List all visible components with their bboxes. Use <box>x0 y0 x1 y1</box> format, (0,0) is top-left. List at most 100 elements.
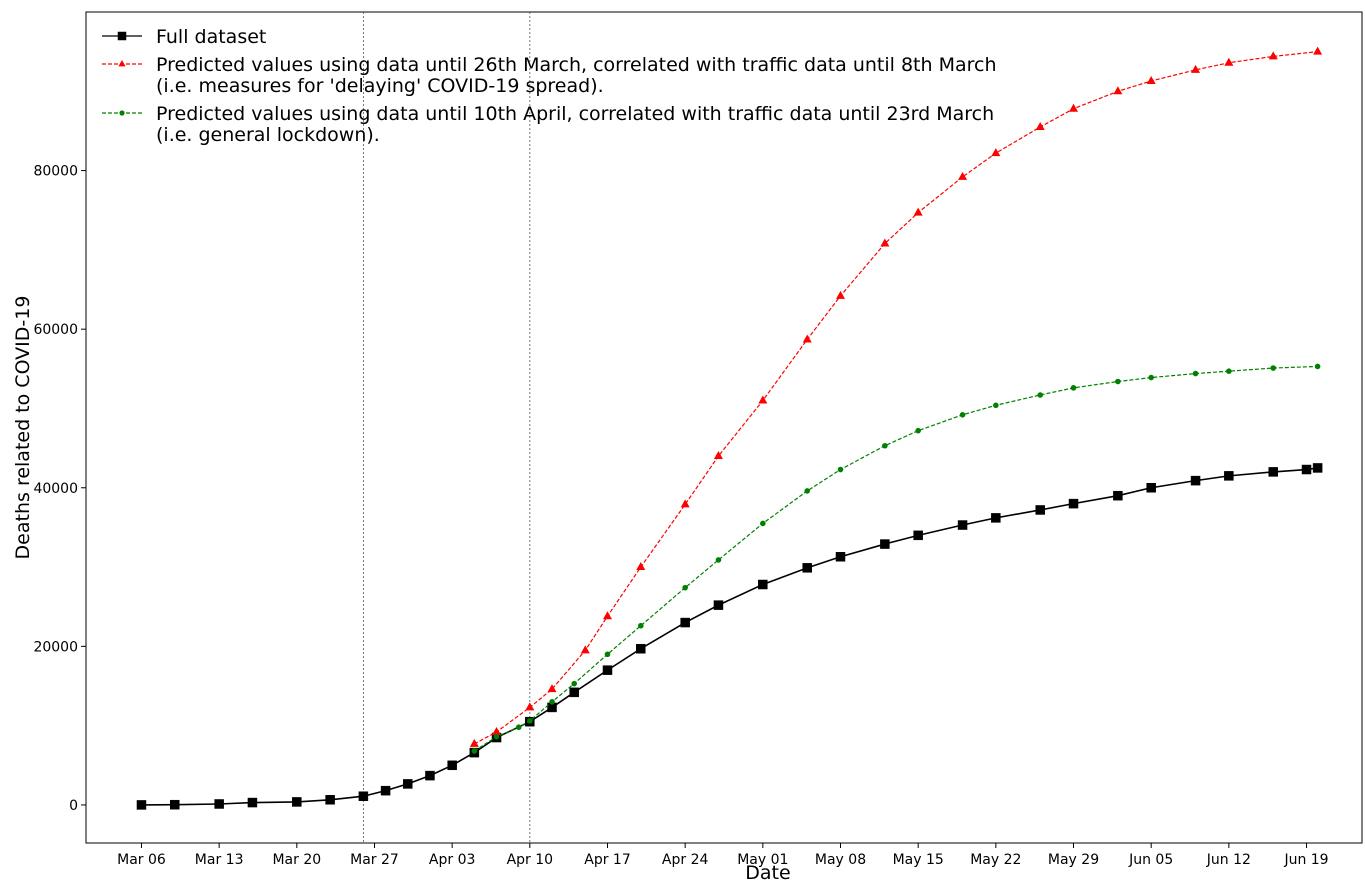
data-point <box>1035 121 1045 130</box>
y-tick-label: 80000 <box>33 164 78 180</box>
data-point <box>136 800 147 810</box>
data-point <box>1191 64 1201 73</box>
legend: Full dataset Predicted values using data … <box>102 26 997 146</box>
data-point <box>1301 464 1312 475</box>
data-point <box>1146 483 1156 493</box>
data-point <box>915 427 921 434</box>
x-tick-label: Mar 27 <box>350 852 399 868</box>
data-point <box>991 148 1001 157</box>
x-tick-label: Jun 12 <box>1206 852 1251 868</box>
data-point <box>835 551 846 562</box>
series-line-prediction-10-april <box>474 365 1318 752</box>
x-tick-label: Jun 19 <box>1283 852 1328 868</box>
legend-marker-prediction-10-april <box>119 110 125 116</box>
data-point <box>682 584 688 591</box>
data-point <box>469 738 479 747</box>
data-point <box>515 724 522 731</box>
data-point <box>758 395 768 404</box>
data-point <box>580 645 590 654</box>
data-point <box>325 795 335 805</box>
x-tick-label: Apr 17 <box>584 852 630 868</box>
data-point <box>680 617 690 628</box>
y-tick-label: 20000 <box>33 639 78 655</box>
legend-label-prediction-26-march: Predicted values using data until 26th M… <box>156 54 997 97</box>
data-point <box>1037 392 1044 398</box>
x-tick-label: Mar 20 <box>272 852 321 868</box>
y-tick-label: 0 <box>69 798 78 814</box>
data-point <box>758 579 768 590</box>
data-point <box>1224 57 1234 66</box>
data-point <box>1270 365 1277 371</box>
series-prediction-10-april <box>471 363 1321 754</box>
data-point <box>993 402 999 409</box>
data-point <box>525 702 535 711</box>
data-point <box>1115 378 1121 385</box>
data-point <box>715 557 722 563</box>
data-point <box>804 488 811 494</box>
data-point <box>380 785 391 796</box>
data-point <box>959 412 966 418</box>
data-point <box>1190 475 1201 486</box>
data-point <box>602 665 613 675</box>
plot-frame <box>85 11 1363 844</box>
data-point <box>713 600 724 610</box>
data-point <box>1314 363 1321 370</box>
legend-label-full-dataset: Full dataset <box>156 26 266 48</box>
data-point <box>403 779 413 789</box>
data-point <box>1313 46 1323 55</box>
y-tick-label: 40000 <box>33 481 78 497</box>
data-point <box>913 207 923 216</box>
data-point <box>957 520 968 530</box>
y-axis-title: Deaths related to COVID-19 <box>12 296 34 560</box>
data-point <box>1268 51 1278 60</box>
x-tick-label: May 08 <box>815 852 866 868</box>
legend-marker-prediction-26-march <box>118 60 126 67</box>
data-point <box>493 733 500 740</box>
data-point <box>1070 385 1077 391</box>
data-point <box>471 748 478 754</box>
data-point <box>1146 75 1156 84</box>
y-tick-label: 60000 <box>33 322 78 338</box>
data-point <box>547 684 557 693</box>
data-point <box>358 791 369 801</box>
data-point <box>1035 505 1045 515</box>
data-point <box>425 770 435 781</box>
data-point <box>802 334 812 343</box>
x-tick-label: Jun 05 <box>1128 852 1173 868</box>
x-tick-label: Apr 10 <box>507 852 553 868</box>
data-point <box>602 611 612 620</box>
data-point <box>1148 374 1154 381</box>
data-point <box>292 797 302 807</box>
data-point <box>837 466 844 473</box>
x-tick-label: Mar 06 <box>117 852 166 868</box>
data-point <box>836 290 846 299</box>
legend-label-prediction-10-april: Predicted values using data until 10th A… <box>156 103 994 146</box>
data-point <box>880 238 890 247</box>
data-point <box>713 451 723 460</box>
legend-marker-full-dataset <box>117 31 127 41</box>
series-line-full-dataset <box>141 467 1318 806</box>
x-tick-label: May 15 <box>893 852 944 868</box>
data-point <box>1113 86 1123 95</box>
data-point <box>680 499 690 508</box>
series-line-prediction-26-march <box>474 51 1318 745</box>
x-tick-label: May 29 <box>1048 852 1099 868</box>
data-point <box>1069 103 1079 112</box>
data-point <box>1068 498 1079 509</box>
data-point <box>569 687 579 698</box>
data-point <box>760 520 766 527</box>
data-point <box>247 797 258 808</box>
data-point <box>958 171 968 180</box>
data-point <box>447 760 457 771</box>
data-point <box>636 643 646 654</box>
data-point <box>880 539 890 549</box>
x-tick-label: May 01 <box>737 852 788 868</box>
data-point <box>636 562 646 571</box>
series-prediction-26-march <box>469 46 1323 747</box>
data-point <box>1192 370 1199 377</box>
data-point <box>637 622 644 629</box>
data-point <box>170 799 180 810</box>
data-point <box>549 699 555 705</box>
data-point <box>991 513 1001 523</box>
x-axis-title: Date <box>745 862 790 881</box>
